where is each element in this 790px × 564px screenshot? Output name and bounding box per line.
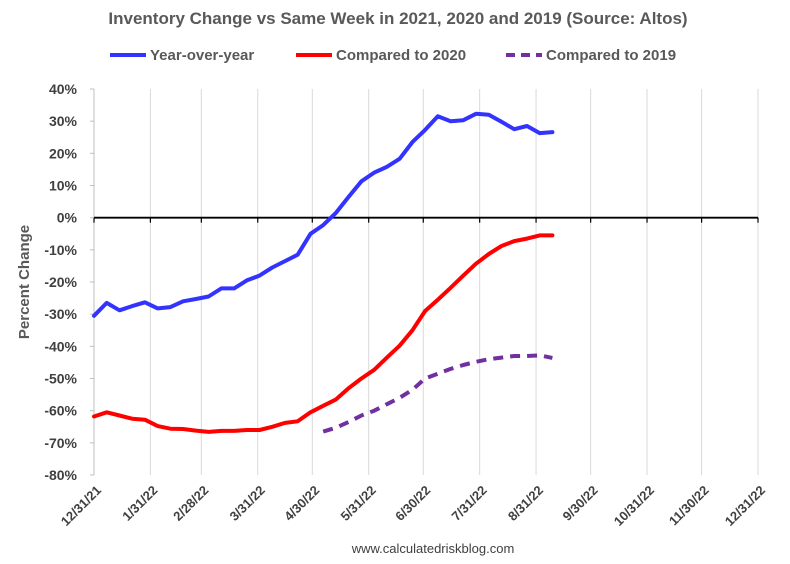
y-tick-label: 40% (49, 81, 78, 97)
chart-legend: Year-over-year Compared to 2020 Compared t… (110, 47, 676, 64)
chart-title: Inventory Change vs Same Week in 2021, 2… (108, 9, 687, 28)
y-axis-label: Percent Change (16, 225, 33, 339)
y-tick-label: -40% (44, 338, 77, 354)
y-tick-label: 30% (49, 113, 78, 129)
y-tick-label: -30% (44, 306, 77, 322)
y-tick-labels: 40% 30% 20% 10% 0% -10% -20% -30% -40% -50% -60% -7… (44, 81, 77, 483)
y-tick-label: -50% (44, 371, 77, 387)
y-tick-label: -20% (44, 274, 77, 290)
y-tick-label: 0% (57, 210, 78, 226)
y-tick-label: 10% (49, 178, 78, 194)
y-tick-label: 20% (49, 145, 78, 161)
series-line-compared-to-2020 (92, 233, 555, 434)
vertical-gridlines (149, 89, 759, 475)
series-lines (92, 111, 555, 434)
legend-label: Compared to 2019 (546, 47, 676, 64)
y-tick-label: -80% (44, 467, 77, 483)
series-line-compared-to-2019 (322, 353, 553, 434)
y-tick-label: -10% (44, 242, 77, 258)
y-tick-label: -70% (44, 435, 77, 451)
source-note: www.calculatedriskblog.com (351, 541, 515, 556)
y-tick-label: -60% (44, 403, 77, 419)
legend-label: Compared to 2020 (336, 47, 466, 64)
legend-label: Year-over-year (150, 47, 254, 64)
series-line-year-over-year (92, 111, 555, 318)
